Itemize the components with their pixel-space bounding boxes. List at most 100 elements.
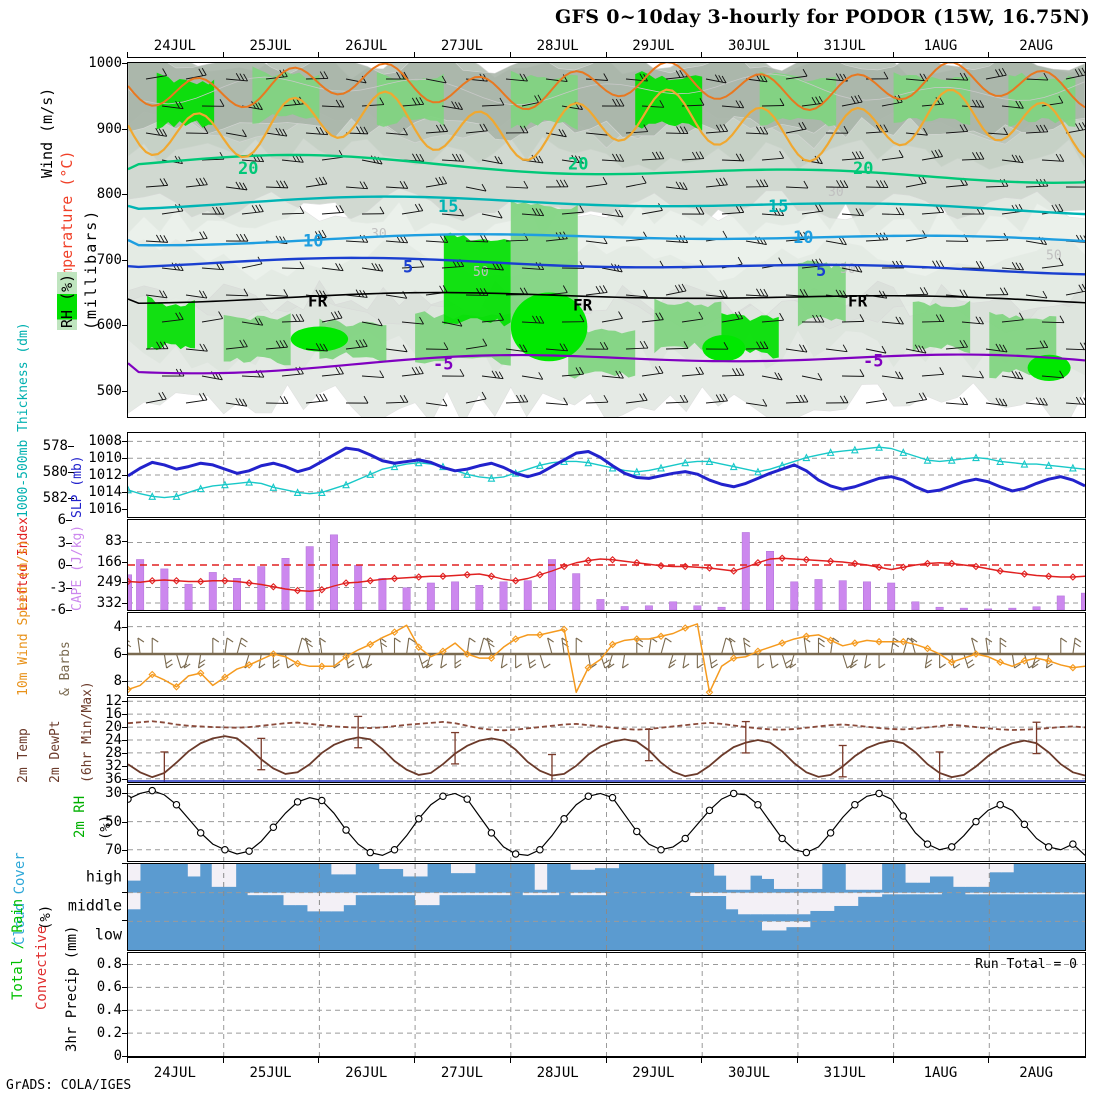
y-tick-mark (122, 626, 128, 628)
x-tick-mark (414, 1057, 416, 1063)
panel-2m-rh (127, 784, 1086, 862)
panel-precip: Run Total = 0 (127, 952, 1086, 1057)
x-tick-mark (318, 52, 320, 58)
y-tick-label: 24 (105, 732, 122, 748)
y-tick-label: 332 (96, 595, 122, 611)
y-tick-mark (122, 508, 128, 510)
li-yticks: -6 -3 0 3 6 (20, 513, 72, 617)
y-tick-label: 1012 (88, 467, 122, 483)
date-label: 31JUL (823, 1065, 866, 1081)
y-tick-mark (122, 390, 128, 392)
y-tick-label: 20 (105, 719, 122, 736)
y-tick-mark (122, 964, 128, 966)
y-tick-mark (122, 821, 128, 823)
y-tick-label: 0.6 (96, 979, 122, 996)
y-tick-mark (122, 603, 128, 604)
rh2m-chart (128, 785, 1085, 861)
slp-yticks: 1016 1014 1012 1010 1008 (62, 432, 128, 518)
x-tick-mark (796, 52, 798, 58)
cloud-row-labels: high middle low (62, 863, 128, 951)
label-10m-wind-speed: 10m Wind Speed (m/s) (16, 539, 31, 696)
run-total-label: Run Total = 0 (975, 957, 1077, 972)
y-tick-label: 580 (42, 463, 68, 480)
date-label: 1AUG (923, 38, 958, 54)
date-label: 30JUL (727, 1065, 771, 1081)
y-tick-label: 4 (113, 618, 122, 635)
precip-chart (128, 953, 1085, 1056)
cloud-row-tick (122, 863, 128, 864)
wind10m-yticks: 8 6 4 (62, 612, 128, 696)
date-label: 2AUG (1019, 1065, 1053, 1081)
axis-line (127, 57, 1086, 58)
y-tick-label: 16 (105, 706, 122, 723)
y-tick-mark (66, 587, 72, 589)
svg-text:20: 20 (853, 159, 873, 179)
label-millibars: (millibars) (82, 208, 100, 330)
date-label: 26JUL (345, 38, 388, 54)
label-cape: CAPE (J/kg) (70, 524, 85, 611)
x-tick-mark (509, 52, 511, 58)
precip-yticks: 0.8 0.6 0.4 0.2 0 (62, 952, 128, 1063)
y-tick-mark (122, 714, 128, 716)
y-tick-label: 83 (105, 532, 122, 549)
y-tick-mark (68, 497, 74, 499)
cape-yticks: 332 249 166 83 (62, 519, 128, 611)
date-label: 26JUL (345, 1065, 388, 1081)
label-wind-units: Wind (m/s) (38, 87, 56, 178)
y-tick-label: 0.4 (96, 1002, 122, 1019)
panel-cape-lifted-index (127, 519, 1086, 611)
svg-text:15: 15 (438, 197, 458, 217)
y-tick-label: 1000 (88, 55, 122, 71)
y-tick-mark (122, 740, 128, 741)
x-tick-mark (127, 52, 128, 58)
svg-text:30: 30 (828, 185, 844, 200)
y-tick-label: 1010 (88, 450, 122, 467)
top-date-axis: 24JUL 25JUL 26JUL 27JUL 28JUL 29JUL 30JUL 31JUL… (127, 38, 1086, 58)
y-tick-mark (122, 63, 128, 64)
y-tick-label: -3 (49, 579, 66, 596)
y-tick-mark (122, 1033, 128, 1035)
y-tick-mark (122, 765, 128, 767)
wind10m-chart (128, 613, 1085, 695)
y-tick-mark (68, 445, 74, 447)
y-tick-label: 0 (57, 557, 66, 573)
date-label: 25JUL (249, 1065, 292, 1081)
cape-li-chart (128, 520, 1085, 610)
x-tick-mark (318, 1057, 320, 1063)
label-thickness: 1000-500mb Thickness (dm) (16, 322, 31, 518)
label-precip-convective: Convective (34, 925, 50, 1010)
x-tick-mark (222, 1057, 224, 1063)
svg-text:FR: FR (573, 296, 593, 315)
label-2m-rh: 2m RH (72, 795, 88, 838)
y-tick-label: 582 (42, 489, 68, 506)
y-tick-label: 50 (105, 813, 122, 830)
svg-text:FR: FR (308, 292, 328, 311)
cloud-row-tick (122, 920, 128, 922)
y-tick-label: 1008 (88, 433, 122, 450)
y-tick-label: 30 (105, 785, 122, 802)
label-slp: SLP (mb) (70, 455, 85, 518)
date-label: 31JUL (823, 38, 866, 54)
y-tick-label: 166 (96, 553, 122, 570)
y-tick-mark (122, 325, 128, 327)
y-tick-label: 900 (96, 120, 122, 137)
y-tick-label: 800 (96, 186, 122, 203)
footer-credit: GrADS: COLA/IGES (6, 1078, 132, 1093)
y-tick-label: 600 (96, 317, 122, 334)
y-tick-mark (122, 441, 128, 443)
svg-text:-5: -5 (433, 355, 453, 375)
y-tick-label: 28 (105, 744, 122, 761)
y-tick-mark (122, 1010, 128, 1012)
y-tick-mark (122, 701, 128, 703)
y-tick-mark (122, 681, 128, 683)
cloud-row-label-middle: middle (67, 896, 122, 915)
y-tick-label: 0.8 (96, 956, 122, 973)
date-label: 29JUL (632, 38, 675, 54)
x-tick-mark (701, 52, 703, 58)
cloud-row-tick (122, 891, 128, 893)
x-tick-mark (988, 52, 990, 58)
y-tick-mark (68, 471, 74, 473)
label-rh: RH (%) (57, 271, 77, 330)
temp2m-yticks: 36 32 28 24 20 16 12 (62, 694, 128, 786)
